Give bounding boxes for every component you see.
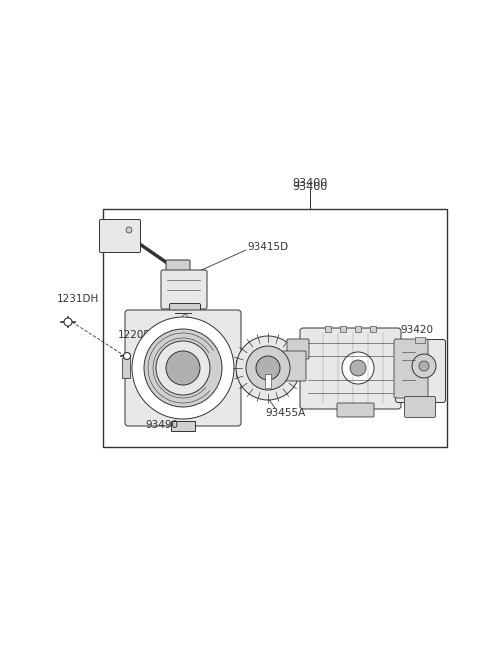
Circle shape bbox=[256, 356, 280, 380]
FancyBboxPatch shape bbox=[125, 310, 241, 426]
Bar bbox=[340, 326, 346, 332]
Bar bbox=[103, 209, 447, 447]
Bar bbox=[236, 360, 244, 376]
FancyBboxPatch shape bbox=[169, 304, 201, 329]
Circle shape bbox=[182, 314, 188, 319]
Text: 1231DH: 1231DH bbox=[57, 294, 99, 304]
FancyBboxPatch shape bbox=[337, 403, 374, 417]
Circle shape bbox=[412, 354, 436, 378]
FancyBboxPatch shape bbox=[166, 260, 190, 276]
FancyBboxPatch shape bbox=[287, 339, 309, 359]
FancyBboxPatch shape bbox=[282, 351, 306, 381]
Text: 1220BW: 1220BW bbox=[118, 330, 161, 340]
Bar bbox=[415, 337, 425, 343]
Circle shape bbox=[246, 346, 290, 390]
Text: 93490: 93490 bbox=[145, 420, 178, 430]
Circle shape bbox=[156, 341, 210, 395]
Circle shape bbox=[342, 352, 374, 384]
Bar bbox=[355, 326, 361, 332]
FancyBboxPatch shape bbox=[394, 339, 428, 398]
Bar bbox=[265, 374, 271, 388]
FancyBboxPatch shape bbox=[161, 270, 207, 309]
Circle shape bbox=[350, 360, 366, 376]
Circle shape bbox=[144, 329, 222, 407]
Bar bbox=[370, 326, 376, 332]
FancyBboxPatch shape bbox=[396, 340, 445, 403]
Circle shape bbox=[236, 336, 300, 400]
FancyBboxPatch shape bbox=[300, 328, 401, 409]
Circle shape bbox=[126, 227, 132, 233]
FancyBboxPatch shape bbox=[99, 220, 141, 253]
FancyBboxPatch shape bbox=[405, 396, 435, 417]
Text: 93455A: 93455A bbox=[265, 408, 305, 418]
Bar bbox=[325, 326, 331, 332]
Circle shape bbox=[132, 317, 234, 419]
Bar bbox=[171, 421, 195, 431]
Circle shape bbox=[123, 352, 131, 359]
Text: 93415D: 93415D bbox=[247, 242, 288, 252]
Circle shape bbox=[64, 318, 72, 326]
Circle shape bbox=[419, 361, 429, 371]
Bar bbox=[122, 358, 130, 378]
Text: 93420: 93420 bbox=[400, 325, 433, 335]
Text: 93400: 93400 bbox=[292, 178, 328, 188]
Circle shape bbox=[166, 351, 200, 385]
Text: 93400: 93400 bbox=[292, 182, 328, 192]
